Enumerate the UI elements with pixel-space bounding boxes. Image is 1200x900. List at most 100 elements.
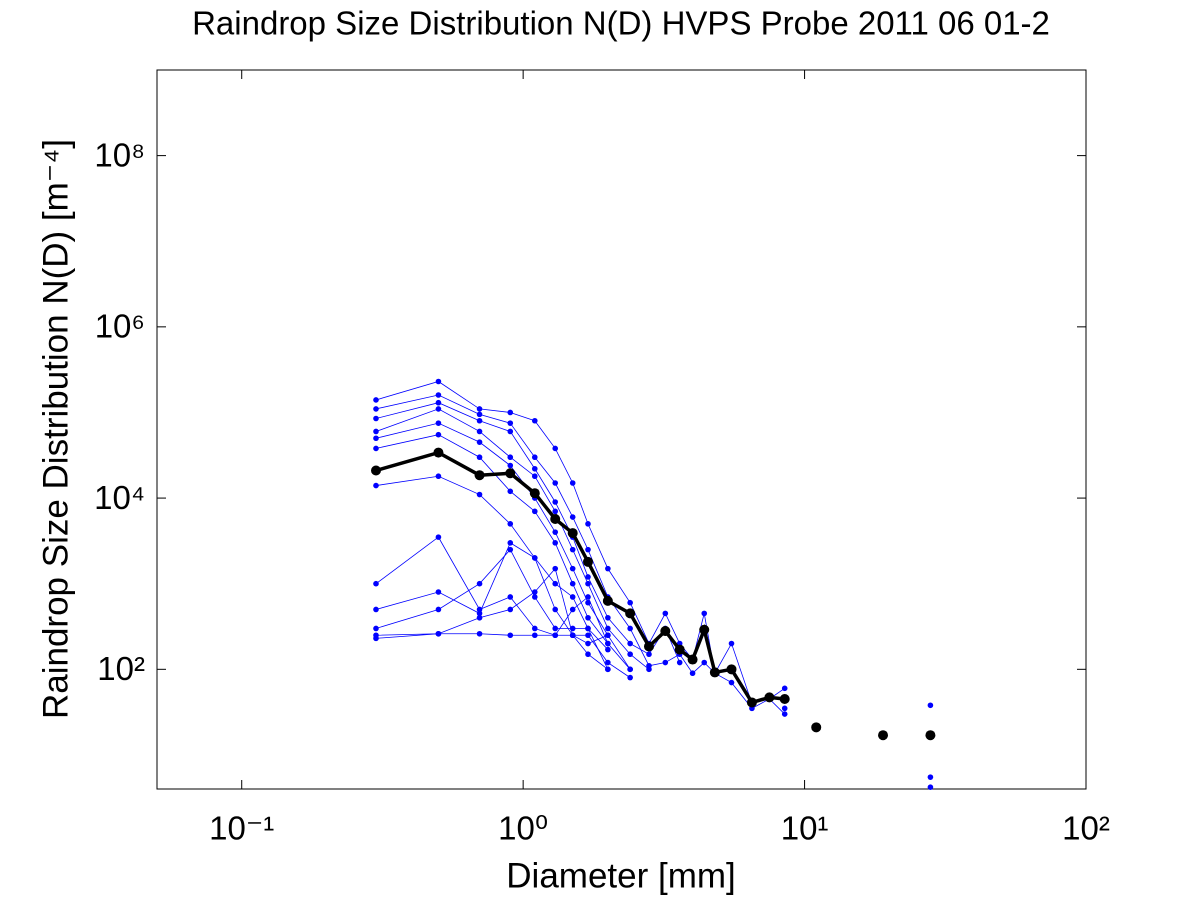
data-point	[474, 470, 485, 481]
y-tick-label: 10⁸	[94, 136, 145, 173]
data-point	[552, 565, 559, 572]
data-point	[531, 589, 538, 595]
data-point	[605, 640, 611, 647]
data-point	[602, 595, 613, 606]
data-point	[435, 392, 442, 398]
data-point	[373, 428, 379, 435]
y-tick-label: 10²	[97, 650, 145, 687]
data-point	[662, 659, 669, 666]
y-tick-label: 10⁴	[94, 479, 145, 516]
data-point	[531, 632, 538, 639]
data-point	[531, 417, 538, 424]
data-point	[699, 624, 710, 635]
data-point	[676, 659, 683, 666]
data-point	[701, 659, 708, 666]
data-point	[476, 417, 483, 424]
data-point	[781, 685, 788, 692]
data-point	[552, 499, 559, 505]
data-point	[878, 730, 889, 741]
data-point	[373, 625, 379, 632]
data-point	[689, 670, 696, 677]
data-point	[370, 465, 381, 476]
data-point	[627, 625, 633, 632]
data-point	[625, 608, 636, 619]
data-point	[507, 521, 514, 527]
data-point	[550, 513, 561, 524]
chart-title: Raindrop Size Distribution N(D) HVPS Pro…	[192, 5, 1050, 42]
x-axis-label: Diameter [mm]	[506, 856, 735, 895]
data-point	[605, 565, 611, 572]
data-point	[627, 666, 633, 673]
data-point	[781, 711, 788, 717]
data-point	[476, 428, 483, 435]
data-point	[567, 528, 578, 539]
data-point	[435, 473, 442, 480]
data-point	[507, 546, 514, 553]
data-point	[627, 599, 633, 606]
data-point	[627, 640, 633, 647]
data-point	[552, 606, 559, 613]
data-point	[435, 589, 442, 595]
data-point	[569, 480, 576, 486]
data-point	[507, 454, 514, 461]
data-point	[531, 625, 538, 632]
data-point	[507, 462, 514, 469]
data-point	[373, 445, 379, 452]
data-point	[476, 580, 483, 587]
data-point	[476, 439, 483, 445]
data-point	[569, 594, 576, 600]
data-point	[435, 399, 442, 406]
data-point	[585, 640, 591, 647]
data-point	[811, 722, 822, 733]
data-point	[709, 667, 720, 678]
data-point	[585, 594, 591, 600]
data-point	[728, 679, 735, 686]
data-point	[927, 774, 934, 780]
data-point	[435, 378, 442, 385]
data-point	[746, 697, 757, 708]
plot-area	[156, 69, 1087, 790]
data-point	[476, 491, 483, 498]
data-point	[781, 705, 788, 712]
data-point	[531, 594, 538, 600]
data-point	[569, 514, 576, 520]
x-tick-label: 10⁻¹	[209, 810, 274, 847]
y-tick-label: 10⁶	[95, 308, 145, 345]
data-point	[569, 580, 576, 587]
data-point	[476, 406, 483, 412]
data-point	[476, 614, 483, 621]
data-point	[569, 565, 576, 572]
data-point	[531, 508, 538, 515]
data-point	[552, 540, 559, 546]
data-point	[605, 632, 611, 639]
data-point	[585, 651, 591, 658]
data-point	[435, 630, 442, 637]
data-point	[627, 674, 633, 681]
data-point	[505, 468, 516, 479]
data-point	[531, 555, 538, 561]
data-point	[627, 651, 633, 658]
data-point	[507, 409, 514, 416]
data-point	[583, 556, 593, 567]
data-point	[662, 610, 669, 617]
x-tick-label: 10²	[1062, 810, 1110, 847]
data-point	[507, 428, 514, 435]
series-line	[375, 596, 631, 670]
data-point	[552, 445, 559, 452]
series-line	[375, 542, 631, 670]
data-point	[764, 692, 775, 703]
data-point	[476, 411, 483, 418]
data-point	[373, 580, 379, 587]
data-point	[507, 488, 514, 495]
data-point	[507, 540, 514, 546]
data-point	[435, 420, 442, 426]
data-point	[507, 594, 514, 600]
data-point	[925, 730, 936, 741]
data-point	[569, 632, 576, 639]
data-point	[585, 632, 591, 639]
data-point	[433, 447, 444, 458]
y-axis-label: Raindrop Size Distribution N(D) [m⁻⁴]	[36, 139, 75, 719]
data-point	[585, 546, 591, 553]
data-point	[585, 580, 591, 587]
